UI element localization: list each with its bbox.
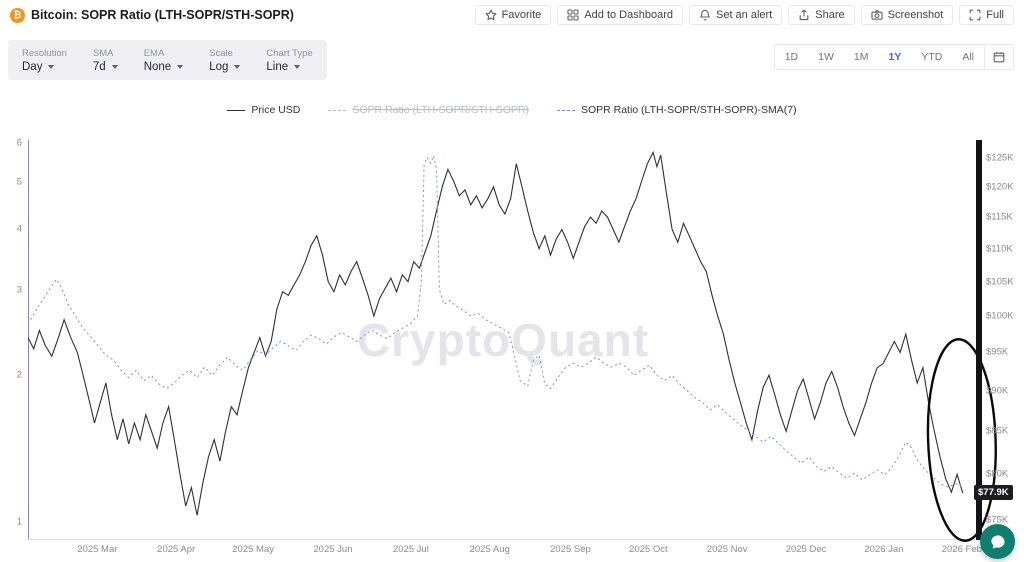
chevron-down-icon <box>294 64 301 69</box>
x-axis-tick: 2025 Apr <box>157 544 196 555</box>
right-axis-tick: $85K <box>986 425 1009 437</box>
legend-item-sopr-ratio[interactable]: SOPR Ratio (LTH-SOPR/STH-SOPR) <box>328 104 529 116</box>
action-label: Screenshot <box>887 9 944 21</box>
control-label: Resolution <box>22 47 67 59</box>
action-label: Full <box>986 9 1004 21</box>
right-axis-tick: $95K <box>986 346 1009 358</box>
sma-dropdown[interactable]: SMA 7d <box>93 48 118 73</box>
left-axis-tick: 6 <box>16 137 22 149</box>
right-axis-tick: $90K <box>986 385 1009 397</box>
x-axis-tick: 2025 Sep <box>550 544 591 555</box>
control-label: EMA <box>143 47 165 59</box>
timeframe-selector: 1D 1W 1M 1Y YTD All <box>773 44 1014 70</box>
share-icon <box>799 9 809 21</box>
camera-icon <box>871 10 883 20</box>
favorite-button[interactable]: Favorite <box>474 5 552 25</box>
legend-label: SOPR Ratio (LTH-SOPR/STH-SOPR)-SMA(7) <box>580 104 797 116</box>
x-axis-tick: 2025 Mar <box>77 544 118 555</box>
dashboard-icon <box>567 9 579 21</box>
x-axis-tick: 2025 Aug <box>469 544 510 555</box>
chevron-down-icon <box>234 64 241 69</box>
screenshot-button[interactable]: Screenshot <box>860 5 954 25</box>
header: ₿ Bitcoin: SOPR Ratio (LTH-SOPR/STH-SOPR… <box>0 0 1024 30</box>
fullscreen-button[interactable]: Full <box>959 5 1014 25</box>
star-icon <box>485 9 497 21</box>
bell-icon <box>700 9 710 21</box>
x-axis-tick: 2026 Feb <box>941 544 982 555</box>
range-1w-button[interactable]: 1W <box>808 45 844 69</box>
legend-label: SOPR Ratio (LTH-SOPR/STH-SOPR) <box>352 104 529 116</box>
control-value: Log <box>209 60 229 73</box>
calendar-button[interactable] <box>984 45 1013 69</box>
x-axis-tick: 2025 Jun <box>313 544 353 555</box>
ema-dropdown[interactable]: EMA None <box>144 48 184 73</box>
scale-dropdown[interactable]: Scale Log <box>209 47 241 73</box>
legend-item-sopr-ratio-sma7[interactable]: SOPR Ratio (LTH-SOPR/STH-SOPR)-SMA(7) <box>556 104 797 116</box>
x-axis-tick: 2026 Jan <box>864 544 904 555</box>
chat-widget-button[interactable] <box>980 524 1015 559</box>
action-label: Set an alert <box>715 9 773 21</box>
left-axis-tick: 5 <box>16 176 22 188</box>
right-axis-bar[interactable] <box>976 140 982 540</box>
right-axis-tick: $100K <box>986 310 1014 322</box>
chevron-down-icon <box>111 64 118 69</box>
x-axis-tick: 2025 May <box>232 544 275 555</box>
control-label: SMA <box>92 47 114 59</box>
range-1d-button[interactable]: 1D <box>774 45 809 69</box>
share-button[interactable]: Share <box>788 5 855 25</box>
control-value: 7d <box>92 60 106 73</box>
right-axis-tick: $80K <box>986 468 1009 480</box>
page-title: Bitcoin: SOPR Ratio (LTH-SOPR/STH-SOPR) <box>31 8 294 22</box>
right-axis-tick: $120K <box>986 181 1014 193</box>
right-axis-tick: $110K <box>986 243 1013 255</box>
calendar-icon <box>993 52 1005 63</box>
right-axis-tick: $125K <box>986 152 1014 164</box>
x-axis-tick: 2025 Dec <box>785 544 827 555</box>
control-label: Chart Type <box>266 47 313 59</box>
chevron-down-icon <box>48 64 55 69</box>
chat-bubble-icon <box>990 534 1005 549</box>
control-value: Line <box>266 60 289 73</box>
x-axis-tick: 2025 Oct <box>629 544 668 555</box>
fullscreen-icon <box>969 9 981 21</box>
legend-label: Price USD <box>251 104 301 116</box>
action-label: Add to Dashboard <box>584 9 673 21</box>
range-1y-button[interactable]: 1Y <box>878 45 912 69</box>
left-axis-tick: 1 <box>16 516 22 528</box>
control-value: None <box>143 60 172 73</box>
set-alert-button[interactable]: Set an alert <box>688 5 783 25</box>
chart-title-wrap: ₿ Bitcoin: SOPR Ratio (LTH-SOPR/STH-SOPR… <box>10 7 294 23</box>
line-sample-icon <box>556 109 575 111</box>
control-value: Day <box>22 60 43 73</box>
range-all-button[interactable]: All <box>952 45 984 69</box>
left-axis-tick: 2 <box>16 369 22 381</box>
bitcoin-icon: ₿ <box>10 7 25 23</box>
left-axis-tick: 3 <box>16 284 22 296</box>
chart-type-dropdown[interactable]: Chart Type Line <box>266 48 312 73</box>
action-label: Favorite <box>501 9 542 21</box>
add-to-dashboard-button[interactable]: Add to Dashboard <box>557 5 683 25</box>
last-price-badge: $77.9K <box>974 485 1013 501</box>
left-axis-tick: 4 <box>16 223 22 235</box>
line-sample-icon <box>227 109 246 111</box>
x-axis-tick: 2025 Jul <box>392 544 429 555</box>
x-axis-tick: 2025 Nov <box>706 544 748 555</box>
range-1m-button[interactable]: 1M <box>843 45 879 69</box>
range-ytd-button[interactable]: YTD <box>911 45 953 69</box>
chart-settings-toolbar: Resolution Day SMA 7d EMA None Scale Log… <box>8 40 327 80</box>
resolution-dropdown[interactable]: Resolution Day <box>22 48 67 73</box>
line-sample-icon <box>328 109 347 111</box>
header-actions: Favorite Add to Dashboard Set an alert S… <box>474 5 1014 25</box>
legend: Price USD SOPR Ratio (LTH-SOPR/STH-SOPR)… <box>0 104 1024 116</box>
chevron-down-icon <box>177 64 184 69</box>
legend-item-price-usd[interactable]: Price USD <box>227 104 300 116</box>
action-label: Share <box>815 9 845 21</box>
control-label: Scale <box>209 47 233 59</box>
right-axis-tick: $75K <box>986 514 1009 526</box>
right-axis-tick: $115K <box>986 211 1013 223</box>
right-axis-tick: $105K <box>986 276 1014 288</box>
chart-canvas[interactable] <box>27 140 997 542</box>
